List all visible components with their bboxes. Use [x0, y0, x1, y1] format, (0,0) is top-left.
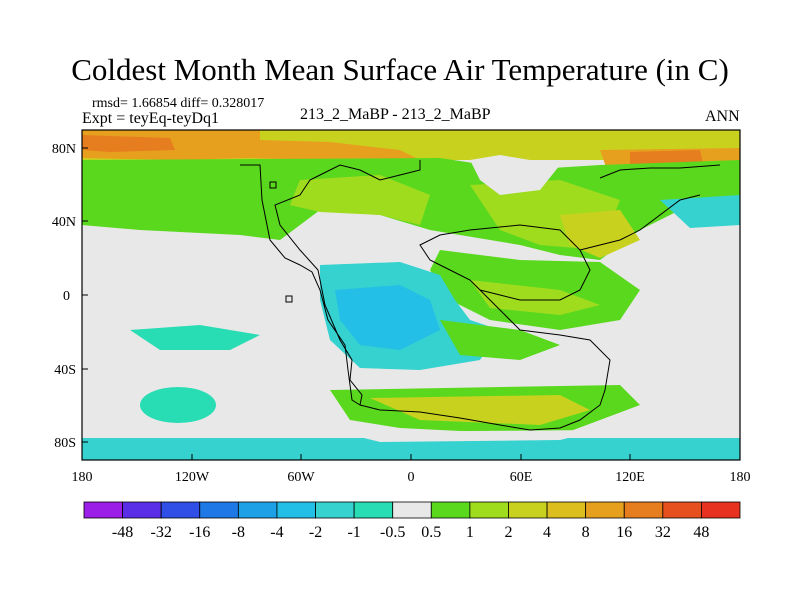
lat-label-40n: 40N — [52, 215, 76, 230]
continent-outlines — [240, 160, 721, 431]
lat-label-0: 0 — [63, 289, 70, 304]
colorbar-label: -4 — [270, 524, 283, 541]
longitude-axis: 180 120W 60W 0 60E 120E 180 — [72, 454, 751, 485]
lat-label-40s: 40S — [54, 363, 76, 378]
colorbar-swatch — [546, 501, 587, 519]
americas-outline — [240, 160, 421, 406]
antarctic-warm-band — [370, 395, 590, 425]
colorbar-label: 1 — [466, 524, 474, 541]
stats-label: rmsd= 1.66854 diff= 0.328017 — [92, 96, 265, 111]
colorbar-swatch — [83, 501, 123, 519]
lon-label-120e: 120E — [615, 470, 645, 485]
colorbar-label: -0.5 — [380, 524, 405, 541]
island-outline — [285, 295, 293, 303]
season-label: ANN — [705, 108, 740, 125]
experiment-label: Expt = teyEq-teyDq1 — [82, 110, 219, 127]
colorbar-swatch — [623, 501, 664, 519]
latitude-axis: 80N 40N 0 40S 80S — [52, 142, 88, 451]
north-america-patch — [290, 175, 430, 225]
lon-label-60w: 60W — [287, 470, 315, 485]
colorbar-swatch — [353, 501, 394, 519]
colorbar-swatch — [199, 501, 239, 519]
antarctic-neutral-gap — [340, 430, 600, 442]
indian-ocean-patch — [470, 280, 600, 315]
colorbar-swatch — [662, 501, 702, 519]
colorbar-label: 8 — [582, 524, 590, 541]
small-island-outline — [269, 181, 277, 189]
lon-label-60e: 60E — [510, 470, 533, 485]
colorbar-label: -16 — [189, 524, 210, 541]
colorbar-swatch — [430, 501, 471, 519]
africa-outline — [419, 224, 591, 301]
europe-neutral-patch — [470, 155, 560, 195]
colorbar-swatch — [701, 501, 741, 519]
bottom-cool-strip — [82, 438, 740, 460]
north-pacific-cool-patch — [660, 195, 740, 228]
case-label: 213_2_MaBP - 213_2_MaBP — [300, 106, 491, 123]
colorbar-label: -8 — [232, 524, 245, 541]
lon-label-0: 0 — [408, 470, 415, 485]
lon-label-180e: 180 — [730, 470, 751, 485]
arctic-hot-patch — [82, 135, 175, 152]
colorbar-swatch — [315, 501, 355, 519]
colorbar-label: -1 — [347, 524, 360, 541]
lon-label-120w: 120W — [175, 470, 210, 485]
temperature-field — [82, 130, 740, 460]
asia-outline — [579, 194, 701, 251]
south-atlantic-green — [440, 320, 560, 360]
colorbar-swatch — [469, 501, 509, 519]
colorbar-label: 0.5 — [421, 524, 441, 541]
asia-warm-patch — [560, 210, 640, 258]
colorbar-label: 2 — [504, 524, 512, 541]
southern-cool-ellipse — [140, 387, 216, 423]
lon-label-180w: 180 — [72, 470, 93, 485]
colorbar-label: 16 — [616, 524, 632, 541]
colorbar-swatch — [122, 501, 162, 519]
colorbar-label: -32 — [151, 524, 172, 541]
colorbar-swatch — [508, 501, 548, 519]
colorbar-swatch — [160, 501, 201, 519]
lat-label-80n: 80N — [52, 142, 76, 157]
colorbar: -48 -32 -16 -8 -4 -2 -1 -0.5 0.5 1 2 4 8 16 32 48 — [83, 501, 741, 541]
colorbar-swatch — [237, 501, 278, 519]
map-title: Coldest Month Mean Surface Air Temperatu… — [71, 52, 729, 87]
colorbar-swatch — [276, 501, 316, 519]
colorbar-label: 32 — [655, 524, 671, 541]
colorbar-swatch — [585, 501, 625, 519]
colorbar-label: 4 — [543, 524, 551, 541]
colorbar-label: 48 — [693, 524, 709, 541]
colorbar-label: -48 — [112, 524, 133, 541]
south-pacific-cool-patch — [130, 325, 260, 350]
atlantic-cold-core — [335, 285, 440, 350]
south-continent-outline — [359, 289, 611, 431]
lat-label-80s: 80S — [54, 436, 76, 451]
colorbar-swatch — [392, 501, 432, 519]
arctic-coast-outline — [599, 164, 721, 179]
colorbar-label: -2 — [309, 524, 322, 541]
